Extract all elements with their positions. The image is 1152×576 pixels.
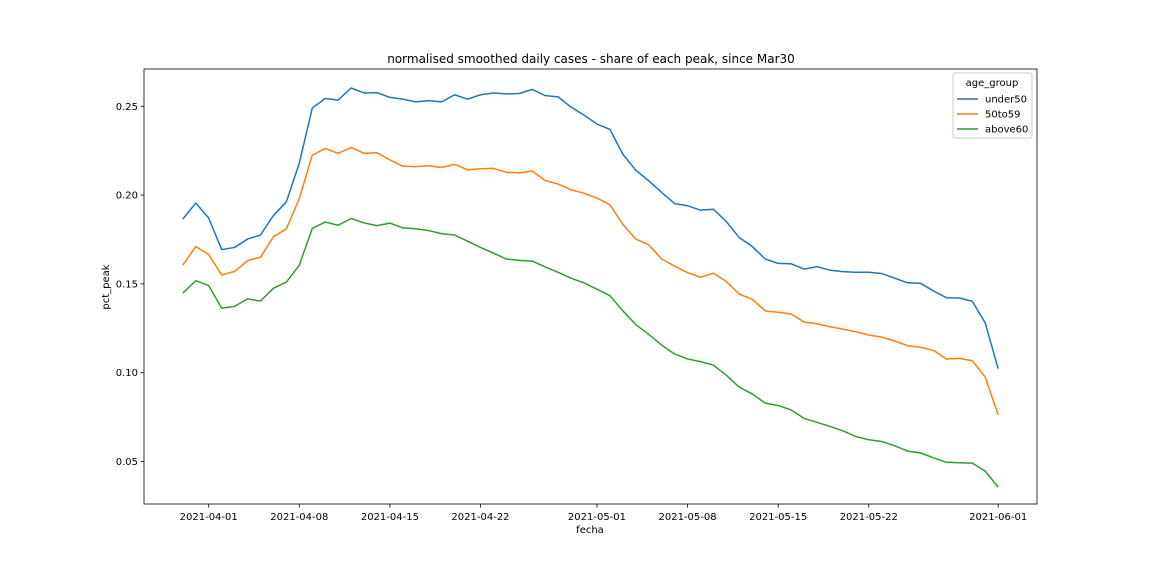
x-axis: 2021-04-01 2021-04-08 2021-04-15 2021-04-22… [180, 504, 1027, 523]
x-tick-label: 2021-04-08 [270, 512, 328, 523]
legend-entries: under50 50to59 above60 [957, 95, 1028, 136]
legend-label-above60: above60 [985, 125, 1028, 136]
y-axis-label: pct_peak [101, 264, 112, 309]
x-tick-label: 2021-04-15 [361, 512, 419, 523]
x-tick-label: 2021-05-15 [749, 512, 807, 523]
y-tick-label: 0.05 [116, 457, 138, 468]
y-tick-label: 0.15 [116, 279, 138, 290]
series-lines [182, 87, 999, 488]
y-tick-label: 0.10 [116, 368, 138, 379]
plot-area [143, 68, 1038, 505]
x-tick-label: 2021-05-08 [659, 512, 717, 523]
chart-title: normalised smoothed daily cases - share … [387, 52, 795, 66]
x-tick-label: 2021-05-22 [840, 512, 898, 523]
legend-title: age_group [966, 78, 1019, 89]
legend-label-under50: under50 [985, 95, 1027, 106]
x-tick-label: 2021-04-01 [180, 512, 238, 523]
x-tick-label: 2021-04-22 [451, 512, 509, 523]
y-tick-label: 0.20 [116, 191, 138, 202]
x-tick-label: 2021-05-01 [568, 512, 626, 523]
series-line-above60 [182, 217, 999, 488]
legend-label-50to59: 50to59 [985, 110, 1021, 121]
x-axis-label: fecha [576, 525, 604, 536]
series-line-under50 [182, 87, 999, 369]
series-line-50to59 [182, 146, 999, 416]
y-tick-label: 0.25 [116, 102, 138, 113]
y-axis: 0.05 0.10 0.15 0.20 0.25 [116, 102, 144, 468]
legend-box [952, 72, 1033, 139]
x-tick-label: 2021-06-01 [969, 512, 1027, 523]
legend: age_group under50 50to59 above60 [952, 72, 1033, 139]
